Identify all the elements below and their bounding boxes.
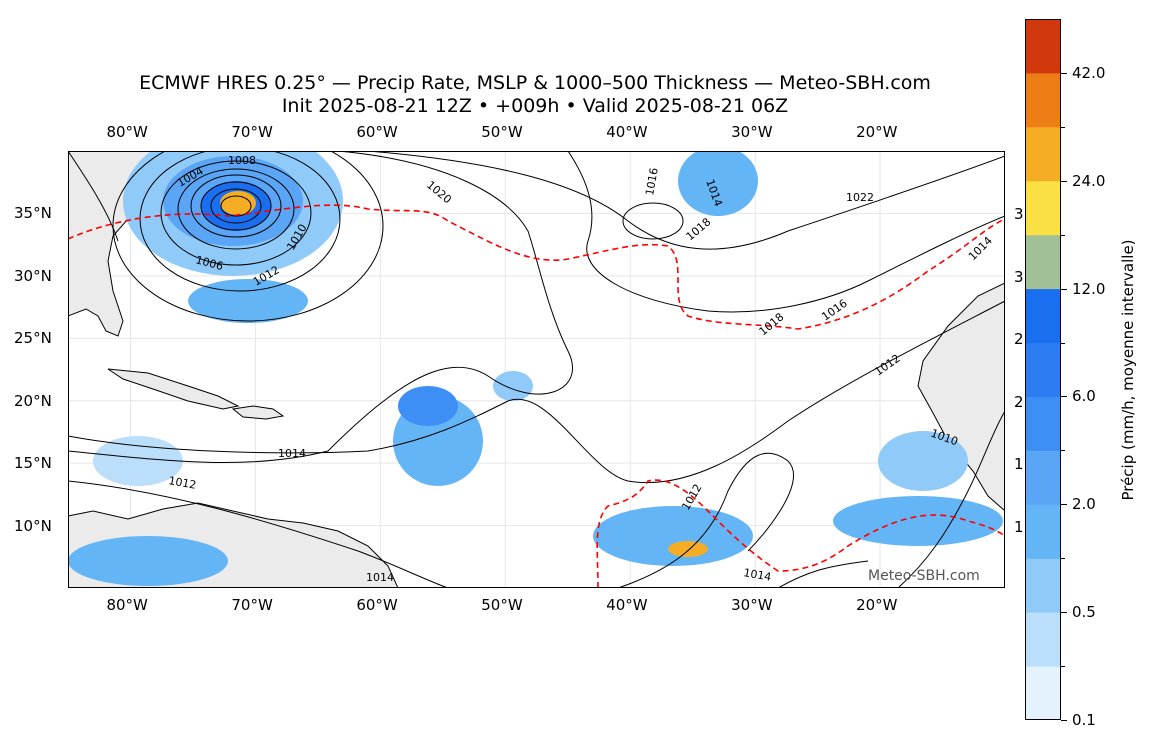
colorbar-tick-mark: [1061, 72, 1067, 74]
isobar-label: 1022: [846, 191, 874, 204]
lon-tick-label: 60°W: [356, 123, 398, 141]
colorbar-segment: [1025, 612, 1061, 667]
colorbar-tick-label: 12.0: [1072, 279, 1106, 298]
colorbar-segment: [1025, 72, 1061, 128]
land-africa: [917, 282, 1005, 512]
lat-tick-label: 35°N: [14, 204, 52, 223]
lon-tick-label: 80°W: [106, 123, 148, 141]
colorbar: [1025, 19, 1061, 721]
lat-tick-label: 25°N: [14, 329, 52, 348]
isobar-label: 1014: [278, 447, 306, 460]
colorbar-segment: [1025, 234, 1061, 290]
lon-tick-label: 80°W: [106, 596, 148, 614]
lon-tick-label: 20°W: [856, 596, 898, 614]
colorbar-tick-label: 2.0: [1072, 495, 1096, 514]
thickness-edge-label: 1: [1014, 455, 1024, 473]
colorbar-tick-label: 0.1: [1072, 711, 1096, 729]
colorbar-tick-mark: [1061, 504, 1067, 506]
colorbar-segment: [1025, 342, 1061, 397]
watermark: Meteo-SBH.com: [868, 568, 980, 584]
map-frame: [68, 151, 1005, 588]
thickness-edge-label: 2: [1014, 330, 1024, 348]
precip-sa-coast: [68, 536, 228, 586]
precip-layer: [68, 151, 1003, 586]
colorbar-label: Précip (mm/h, moyenne intervalle): [1119, 239, 1137, 501]
colorbar-minor-tick: [1061, 234, 1065, 236]
colorbar-minor-tick: [1061, 342, 1065, 344]
precip-itcz-heavy: [668, 541, 708, 557]
colorbar-segment: [1025, 666, 1061, 721]
colorbar-tick-mark: [1061, 612, 1067, 614]
precip-small-cell: [493, 371, 533, 401]
precip-west-caribbean: [93, 436, 183, 486]
lon-tick-label: 40°W: [606, 123, 648, 141]
lon-tick-label: 50°W: [481, 123, 523, 141]
colorbar-segment: [1025, 288, 1061, 344]
lon-tick-label: 50°W: [481, 596, 523, 614]
colorbar-minor-tick: [1061, 126, 1065, 128]
isobar-label: 1014: [742, 566, 772, 584]
map-subtitle: Init 2025-08-21 12Z • +009h • Valid 2025…: [281, 95, 789, 117]
colorbar-segment: [1025, 558, 1061, 613]
isobar-label: 1012: [167, 474, 197, 492]
colorbar-svg: [1025, 19, 1061, 721]
precip-itcz-africa: [833, 496, 1003, 546]
colorbar-tick-label: 24.0: [1072, 171, 1106, 190]
land-hispaniola: [231, 405, 285, 420]
isobar-label: 1008: [228, 154, 256, 167]
precip-itcz-east: [593, 506, 753, 566]
lat-tick-label: 20°N: [14, 391, 52, 410]
colorbar-tick-mark: [1061, 720, 1067, 721]
colorbar-frame: [1025, 19, 1061, 720]
colorbar-segment: [1025, 126, 1061, 182]
map-panel: 1008 1004 1006 1010 1012 1014 1016 1018 …: [68, 151, 1005, 588]
lon-tick-label: 30°W: [731, 123, 773, 141]
lon-tick-label: 70°W: [231, 596, 273, 614]
colorbar-tick-label: 6.0: [1072, 387, 1096, 406]
colorbar-segment: [1025, 19, 1061, 74]
precip-north-cell: [678, 151, 758, 216]
colorbar-tick-mark: [1061, 180, 1067, 182]
thickness-edge-label: 3: [1014, 205, 1024, 223]
colorbar-minor-tick: [1061, 450, 1065, 452]
lat-tick-label: 15°N: [14, 454, 52, 473]
colorbar-segment: [1025, 396, 1061, 451]
colorbar-tick-label: 0.5: [1072, 603, 1096, 622]
lat-tick-label: 10°N: [14, 516, 52, 535]
isobar-label: 1016: [643, 167, 661, 197]
thickness-edge-label: 3: [1014, 268, 1024, 286]
colorbar-minor-tick: [1061, 558, 1065, 560]
colorbar-tick-mark: [1061, 396, 1067, 398]
lon-tick-label: 20°W: [856, 123, 898, 141]
colorbar-segment: [1025, 504, 1061, 559]
precip-caribbean-core: [398, 386, 458, 426]
land-cuba: [107, 368, 240, 410]
map-canvas: 1008 1004 1006 1010 1012 1014 1016 1018 …: [68, 151, 1005, 588]
precip-africa-coast: [878, 431, 968, 491]
colorbar-segment: [1025, 180, 1061, 236]
colorbar-tick-mark: [1061, 288, 1067, 290]
lon-tick-label: 30°W: [731, 596, 773, 614]
thickness-line-south: [596, 479, 1005, 588]
precip-band-sw: [188, 279, 308, 323]
map-title: ECMWF HRES 0.25° — Precip Rate, MSLP & 1…: [139, 72, 931, 94]
lon-tick-label: 70°W: [231, 123, 273, 141]
lon-tick-label: 60°W: [356, 596, 398, 614]
lon-tick-label: 40°W: [606, 596, 648, 614]
thickness-edge-label: 2: [1014, 393, 1024, 411]
thickness-line: [68, 204, 1005, 330]
colorbar-minor-tick: [1061, 666, 1065, 668]
isobar-label: 1014: [366, 571, 394, 584]
colorbar-tick-label: 42.0: [1072, 63, 1106, 82]
lat-tick-label: 30°N: [14, 266, 52, 285]
colorbar-segment: [1025, 450, 1061, 505]
thickness-edge-label: 1: [1014, 518, 1024, 536]
